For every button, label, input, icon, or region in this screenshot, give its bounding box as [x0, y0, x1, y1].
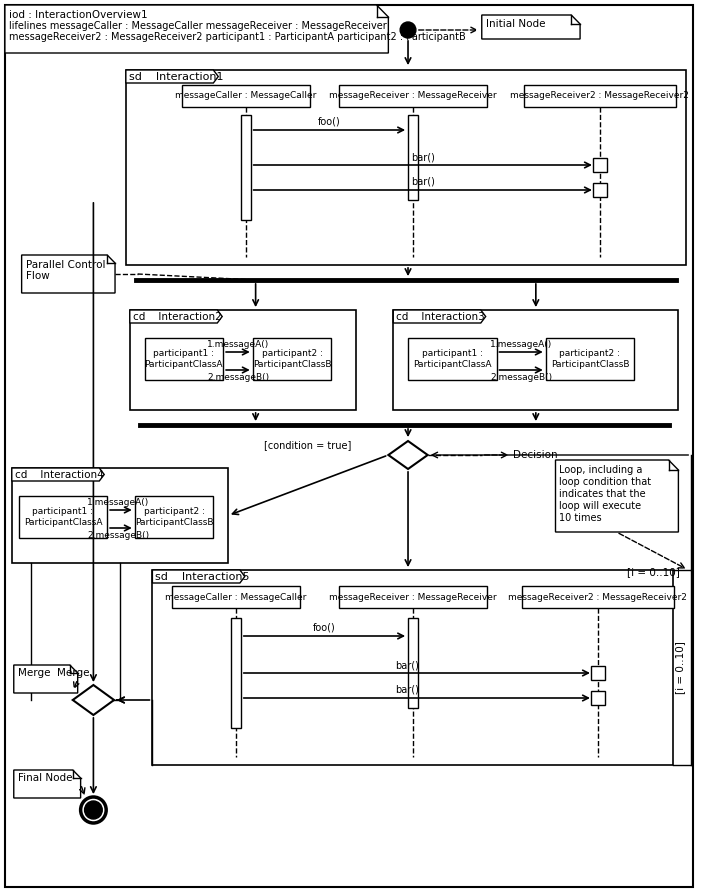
Text: indicates that the: indicates that the	[559, 489, 646, 499]
Text: foo(): foo()	[318, 117, 341, 127]
Bar	[135, 496, 213, 538]
Text: sd    Interaction1: sd Interaction1	[129, 71, 224, 81]
Bar	[408, 338, 496, 380]
Text: loop will execute: loop will execute	[559, 501, 642, 511]
Text: cd    Interaction4: cd Interaction4	[15, 469, 104, 480]
Text: Parallel Control: Parallel Control	[26, 260, 105, 270]
Text: Final Node: Final Node	[18, 773, 72, 783]
Bar	[593, 158, 606, 172]
Bar	[18, 496, 107, 538]
Bar	[522, 586, 674, 608]
Text: messageCaller : MessageCaller: messageCaller : MessageCaller	[175, 92, 317, 101]
Text: lifelines messageCaller : MessageCaller messageReceiver : MessageReceiver: lifelines messageCaller : MessageCaller …	[9, 21, 387, 31]
Text: messageReceiver2 : MessageReceiver2: messageReceiver2 : MessageReceiver2	[508, 592, 687, 601]
Text: 2.messageB(): 2.messageB()	[207, 373, 269, 382]
Polygon shape	[555, 460, 678, 532]
Text: bar(): bar()	[411, 177, 435, 187]
Bar	[145, 338, 223, 380]
Polygon shape	[12, 468, 104, 481]
Text: [i = 0..10]: [i = 0..10]	[628, 567, 680, 577]
Bar	[253, 338, 332, 380]
Text: participant1 :
ParticipantClassA: participant1 : ParticipantClassA	[23, 508, 102, 526]
Text: Initial Node: Initial Node	[486, 19, 545, 29]
Text: 1.messageA(): 1.messageA()	[207, 340, 269, 349]
Bar	[408, 115, 418, 200]
Bar	[339, 586, 486, 608]
Text: [condition = true]: [condition = true]	[264, 440, 351, 450]
Text: iod : InteractionOverview1: iod : InteractionOverview1	[9, 10, 148, 20]
Text: 2.messageB(): 2.messageB()	[490, 373, 552, 382]
Text: Merge: Merge	[58, 668, 90, 678]
Polygon shape	[13, 665, 77, 693]
Text: participant1 :
ParticipantClassA: participant1 : ParticipantClassA	[145, 350, 223, 368]
Text: participant2 :
ParticipantClassB: participant2 : ParticipantClassB	[253, 350, 332, 368]
Bar	[182, 85, 310, 107]
Bar	[591, 691, 605, 705]
Bar	[524, 85, 677, 107]
Text: Loop, including a: Loop, including a	[559, 465, 643, 475]
Bar	[393, 310, 678, 410]
Text: messageReceiver2 : MessageReceiver2 participant1 : ParticipantA participant2 : P: messageReceiver2 : MessageReceiver2 part…	[9, 32, 466, 42]
Bar	[126, 70, 687, 265]
Text: participant1 :
ParticipantClassA: participant1 : ParticipantClassA	[413, 350, 491, 368]
Bar	[408, 618, 418, 708]
Text: Decision: Decision	[513, 450, 558, 460]
Polygon shape	[153, 570, 245, 583]
Bar	[172, 586, 300, 608]
Text: participant2 :
ParticipantClassB: participant2 : ParticipantClassB	[551, 350, 629, 368]
Bar	[593, 183, 606, 197]
Text: cd    Interaction3: cd Interaction3	[396, 311, 485, 321]
Text: cd    Interaction2: cd Interaction2	[133, 311, 222, 321]
Bar	[153, 570, 674, 765]
Text: messageCaller : MessageCaller: messageCaller : MessageCaller	[165, 592, 307, 601]
Circle shape	[84, 801, 102, 819]
Bar	[12, 468, 228, 563]
Polygon shape	[21, 255, 115, 293]
Text: Merge: Merge	[18, 668, 50, 678]
Polygon shape	[482, 15, 580, 39]
Text: [i = 0..10]: [i = 0..10]	[675, 641, 685, 694]
Text: 1.messageA(): 1.messageA()	[87, 498, 150, 507]
Circle shape	[400, 22, 416, 38]
Text: Flow: Flow	[26, 271, 49, 281]
Text: messageReceiver : MessageReceiver: messageReceiver : MessageReceiver	[329, 592, 497, 601]
Polygon shape	[72, 685, 114, 715]
Text: foo(): foo()	[313, 623, 336, 633]
Text: 2.messageB(): 2.messageB()	[87, 531, 150, 540]
Text: participant2 :
ParticipantClassB: participant2 : ParticipantClassB	[135, 508, 213, 526]
Bar	[241, 115, 251, 220]
Polygon shape	[13, 770, 81, 798]
Bar	[130, 310, 356, 410]
Polygon shape	[5, 5, 388, 53]
Text: 10 times: 10 times	[559, 513, 602, 523]
Bar	[231, 618, 241, 728]
Text: sd    Interaction5: sd Interaction5	[155, 572, 250, 582]
Text: loop condition that: loop condition that	[559, 477, 652, 487]
Bar	[546, 338, 634, 380]
Text: bar(): bar()	[395, 685, 419, 695]
Text: messageReceiver2 : MessageReceiver2: messageReceiver2 : MessageReceiver2	[510, 92, 689, 101]
Text: 1.messageA(): 1.messageA()	[490, 340, 552, 349]
Text: bar(): bar()	[395, 660, 419, 670]
Polygon shape	[130, 310, 222, 323]
Polygon shape	[126, 70, 218, 83]
Text: messageReceiver : MessageReceiver: messageReceiver : MessageReceiver	[329, 92, 497, 101]
Polygon shape	[388, 441, 427, 469]
Polygon shape	[393, 310, 486, 323]
Text: bar(): bar()	[411, 152, 435, 162]
Bar	[339, 85, 486, 107]
Bar	[591, 666, 605, 680]
